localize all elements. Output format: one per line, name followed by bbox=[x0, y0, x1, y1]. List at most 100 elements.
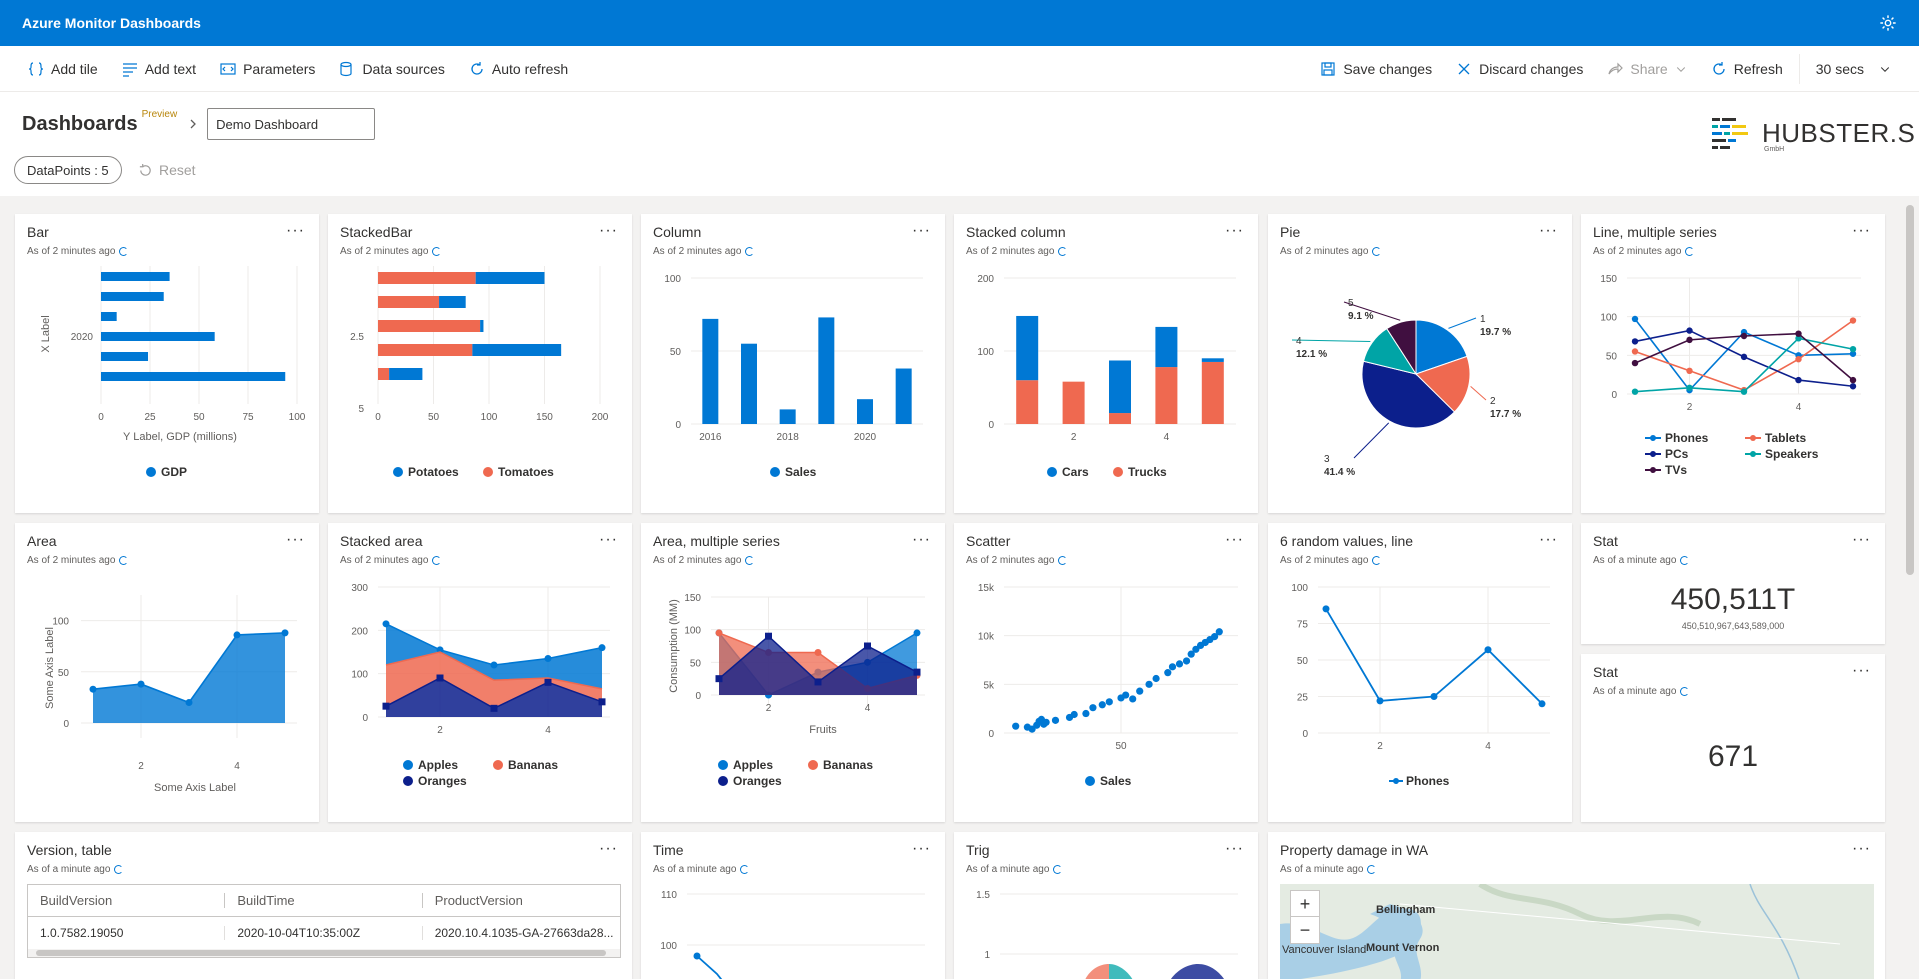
reset-label: Reset bbox=[159, 162, 196, 178]
stacked-area-chart: 0 100 200 300 2 4 Apples Bananas Oranges bbox=[351, 583, 610, 788]
column-header[interactable]: ProductVersion bbox=[434, 893, 523, 908]
datapoints-label: DataPoints : 5 bbox=[27, 162, 109, 178]
app-header: Azure Monitor Dashboards bbox=[0, 0, 1919, 46]
zoom-in-button[interactable]: + bbox=[1291, 891, 1319, 917]
dashboard-name-input[interactable] bbox=[207, 108, 376, 140]
x-tick-label: 100 bbox=[289, 412, 306, 423]
tile-scatter[interactable]: Scatter As of 2 minutes ago ··· 0 5k 10k 15… bbox=[954, 523, 1258, 822]
bar-tomatoes bbox=[378, 344, 473, 356]
x-tick-label: 4 bbox=[234, 761, 240, 772]
refresh-status-icon bbox=[119, 247, 129, 256]
data-point bbox=[490, 661, 498, 669]
tile-stackedcolumn[interactable]: Stacked column As of 2 minutes ago ··· 0… bbox=[954, 214, 1258, 513]
area-multi-chart: 0 50 100 150 2 4 Fruits Consumption (MM) Apples B… bbox=[668, 593, 925, 788]
more-options-icon[interactable]: ··· bbox=[912, 222, 931, 239]
tile-time[interactable]: Time As of a minute ago ··· 110 100 bbox=[641, 832, 945, 979]
save-changes-button[interactable]: Save changes bbox=[1308, 52, 1444, 86]
more-options-icon[interactable]: ··· bbox=[1225, 840, 1244, 857]
y-tick-label: 100 bbox=[52, 617, 69, 628]
data-point bbox=[382, 702, 390, 710]
discard-changes-button[interactable]: Discard changes bbox=[1444, 52, 1595, 86]
x-tick-label: 150 bbox=[536, 412, 553, 423]
tile-line-multiple-series[interactable]: Line, multiple series As of 2 minutes ag… bbox=[1581, 214, 1885, 513]
y-tick-label: 100 bbox=[1291, 583, 1308, 594]
legend-marker bbox=[1113, 467, 1123, 477]
more-options-icon[interactable]: ··· bbox=[286, 222, 305, 239]
refresh-interval-dropdown[interactable]: 30 secs bbox=[1804, 52, 1903, 86]
more-options-icon[interactable]: ··· bbox=[599, 840, 618, 857]
legend-label: Potatoes bbox=[408, 465, 459, 479]
tile-property-damage-map[interactable]: Property damage in WA As of a minute ago… bbox=[1268, 832, 1885, 979]
data-point bbox=[185, 699, 193, 707]
more-options-icon[interactable]: ··· bbox=[1852, 222, 1871, 239]
tile-random-values-line[interactable]: 6 random values, line As of 2 minutes ag… bbox=[1268, 523, 1572, 822]
refresh-interval-value: 30 secs bbox=[1815, 60, 1864, 77]
discard-changes-label: Discard changes bbox=[1479, 60, 1584, 77]
tile-stat-2[interactable]: Stat As of a minute ago ··· 671 bbox=[1581, 654, 1885, 822]
tile-stacked-area[interactable]: Stacked area As of 2 minutes ago ··· 0 10… bbox=[328, 523, 632, 822]
tile-area-multiple-series[interactable]: Area, multiple series As of 2 minutes ag… bbox=[641, 523, 945, 822]
data-point bbox=[1795, 356, 1802, 363]
datapoints-parameter-pill[interactable]: DataPoints : 5 bbox=[14, 156, 122, 184]
more-options-icon[interactable]: ··· bbox=[599, 222, 618, 239]
timestamp-text: As of a minute ago bbox=[1593, 555, 1677, 566]
auto-refresh-button[interactable]: Auto refresh bbox=[457, 52, 580, 86]
x-axis-label: Fruits bbox=[809, 724, 837, 736]
more-options-icon[interactable]: ··· bbox=[1225, 531, 1244, 548]
more-options-icon[interactable]: ··· bbox=[1852, 531, 1871, 548]
x-tick-label: 2 bbox=[437, 725, 443, 736]
page-scrollbar-thumb[interactable] bbox=[1906, 205, 1914, 575]
data-sources-button[interactable]: Data sources bbox=[327, 52, 456, 86]
more-options-icon[interactable]: ··· bbox=[1852, 840, 1871, 857]
more-options-icon[interactable]: ··· bbox=[1539, 222, 1558, 239]
tile-bar[interactable]: Bar As of 2 minutes ago ··· 0 25 50 75 100 20… bbox=[15, 214, 319, 513]
horizontal-scrollbar[interactable] bbox=[28, 949, 620, 957]
share-button[interactable]: Share bbox=[1595, 52, 1698, 86]
column-cars bbox=[1109, 360, 1131, 414]
more-options-icon[interactable]: ··· bbox=[1225, 222, 1244, 239]
legend-label: Trucks bbox=[1128, 465, 1167, 479]
legend-label: Bananas bbox=[508, 758, 558, 772]
pie-label: 4 bbox=[1296, 336, 1302, 347]
tile-pie[interactable]: Pie As of 2 minutes ago ··· 1 19.7 % 2 17.7… bbox=[1268, 214, 1572, 513]
table-row: 1.0.7582.19050 2020-10-04T10:35:00Z 2020… bbox=[28, 917, 620, 949]
scatter-point bbox=[1187, 650, 1195, 658]
reset-button[interactable]: Reset bbox=[138, 156, 196, 184]
tile-column[interactable]: Column As of 2 minutes ago ··· 0 50 100 201… bbox=[641, 214, 945, 513]
refresh-button[interactable]: Refresh bbox=[1699, 52, 1795, 86]
data-point bbox=[1849, 317, 1857, 324]
y-axis-label: Consumption (MM) bbox=[668, 599, 680, 693]
tile-stat-1[interactable]: Stat As of a minute ago ··· 450,511T 450… bbox=[1581, 523, 1885, 644]
gear-icon[interactable] bbox=[1879, 14, 1897, 32]
zoom-out-button[interactable]: − bbox=[1299, 920, 1311, 940]
tile-stackedbar[interactable]: StackedBar As of 2 minutes ago ··· 0 50 10… bbox=[328, 214, 632, 513]
y-tick-label: 150 bbox=[684, 593, 701, 604]
tile-area[interactable]: Area As of 2 minutes ago ··· 0 50 100 2 4 Som… bbox=[15, 523, 319, 822]
column-header[interactable]: BuildVersion bbox=[28, 893, 226, 908]
stat-value: 671 bbox=[1707, 740, 1759, 773]
pie-leader bbox=[1343, 301, 1401, 321]
preview-badge: Preview bbox=[141, 108, 178, 120]
more-options-icon[interactable]: ··· bbox=[286, 531, 305, 548]
legend-label: Oranges bbox=[418, 774, 467, 788]
more-options-icon[interactable]: ··· bbox=[1539, 531, 1558, 548]
add-text-button[interactable]: Add text bbox=[110, 52, 208, 86]
tile-trig[interactable]: Trig As of a minute ago ··· 1.5 1 bbox=[954, 832, 1258, 979]
legend-marker bbox=[1085, 776, 1095, 786]
legend-label: Tablets bbox=[1765, 431, 1806, 445]
map-view[interactable]: + − Bellingham Vancouver Island Mount Ve… bbox=[1280, 884, 1874, 979]
more-options-icon[interactable]: ··· bbox=[1852, 662, 1871, 679]
column-header[interactable]: BuildTime bbox=[225, 893, 423, 908]
more-options-icon[interactable]: ··· bbox=[599, 531, 618, 548]
parameters-button[interactable]: Parameters bbox=[208, 52, 327, 86]
y-tick-label: 100 bbox=[977, 347, 994, 358]
pie-data-label: 9.1 % bbox=[1348, 311, 1374, 322]
legend-marker bbox=[1393, 778, 1399, 784]
breadcrumb-dashboards[interactable]: Dashboards bbox=[22, 112, 138, 135]
scrollbar-thumb[interactable] bbox=[36, 950, 606, 956]
add-tile-button[interactable]: Add tile bbox=[16, 52, 110, 86]
tile-version-table[interactable]: Version, table As of a minute ago ··· Bu… bbox=[15, 832, 632, 979]
more-options-icon[interactable]: ··· bbox=[912, 840, 931, 857]
more-options-icon[interactable]: ··· bbox=[912, 531, 931, 548]
data-point bbox=[1631, 348, 1639, 355]
